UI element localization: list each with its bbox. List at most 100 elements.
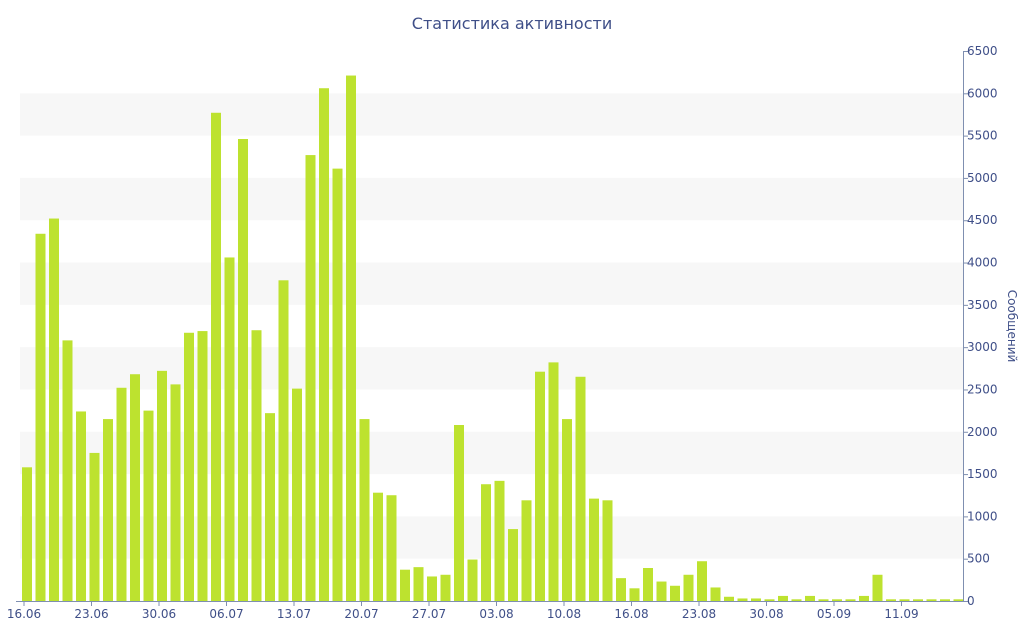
- y-tick-label: 6000: [967, 86, 998, 100]
- bar: [332, 168, 343, 601]
- bar: [130, 374, 140, 601]
- bar: [481, 484, 491, 601]
- grid-band: [20, 347, 963, 390]
- x-tick-label: 30.08: [749, 607, 783, 621]
- bar: [778, 595, 788, 601]
- grid-band: [20, 262, 963, 305]
- bar: [143, 410, 154, 601]
- x-tick-label: 30.06: [142, 607, 176, 621]
- bar: [751, 598, 761, 601]
- bar: [76, 411, 86, 601]
- bar: [170, 384, 181, 601]
- bar: [103, 419, 113, 601]
- bar: [562, 419, 572, 601]
- bar: [49, 218, 59, 602]
- bar: [89, 452, 100, 601]
- y-axis-title: Сообщений: [1005, 290, 1019, 363]
- bar: [697, 561, 707, 601]
- bar: [710, 587, 721, 601]
- chart-title: Статистика активности: [411, 14, 613, 33]
- bar: [22, 467, 32, 601]
- x-axis-ticks: 16.06 23.06 30.06 06.07 13.07 20.07 27.07 03.08…: [7, 601, 919, 621]
- bar: [926, 599, 937, 601]
- bar-series: [22, 75, 964, 602]
- bar: [953, 599, 964, 601]
- bar: [940, 599, 950, 601]
- bar: [440, 574, 451, 601]
- x-tick-label: 27.07: [412, 607, 446, 621]
- bar: [602, 500, 613, 601]
- bar: [643, 568, 653, 601]
- bar: [845, 599, 856, 601]
- bar: [278, 280, 289, 601]
- y-tick-label: 2500: [967, 382, 998, 396]
- bar: [670, 585, 680, 601]
- bar: [373, 492, 383, 601]
- bar: [265, 413, 275, 601]
- x-tick-label: 20.07: [344, 607, 378, 621]
- bar: [427, 576, 437, 601]
- x-tick-label: 06.07: [209, 607, 243, 621]
- bar: [305, 155, 316, 601]
- x-tick-label: 16.06: [7, 607, 41, 621]
- x-tick-label: 11.09: [884, 607, 918, 621]
- bar: [886, 599, 896, 601]
- bar: [521, 500, 532, 601]
- bar: [913, 599, 923, 601]
- bar: [400, 569, 410, 601]
- bar: [535, 371, 545, 601]
- x-tick-label: 23.06: [74, 607, 108, 621]
- bar: [508, 529, 518, 601]
- bar: [238, 139, 248, 601]
- bar: [737, 598, 748, 601]
- y-tick-label: 1500: [967, 467, 998, 481]
- bar: [197, 331, 208, 601]
- y-tick-label: 6500: [967, 44, 998, 58]
- bar: [454, 425, 464, 601]
- bar: [656, 581, 667, 601]
- bar: [116, 387, 127, 601]
- bar: [575, 376, 586, 601]
- y-tick-label: 5500: [967, 129, 998, 143]
- bar: [724, 596, 734, 601]
- y-axis-ticks: 0 500 1000 1500 2000 2500 3000 3500 4000 4500 5000…: [963, 44, 998, 608]
- bar: [494, 480, 505, 601]
- bar: [251, 330, 262, 601]
- bar: [589, 498, 599, 601]
- bar: [899, 599, 910, 601]
- bar: [859, 595, 869, 601]
- bar: [211, 112, 221, 602]
- bar: [35, 233, 46, 601]
- bar: [184, 332, 194, 601]
- bar: [791, 599, 802, 601]
- bar: [346, 75, 356, 602]
- grid-band: [20, 93, 963, 136]
- bar: [832, 599, 842, 601]
- x-tick-label: 23.08: [682, 607, 716, 621]
- x-tick-label: 05.09: [817, 607, 851, 621]
- bar: [467, 559, 478, 601]
- y-tick-label: 3500: [967, 298, 998, 312]
- bar: [805, 595, 815, 601]
- bar: [224, 257, 235, 601]
- bar: [319, 88, 329, 602]
- y-tick-label: 4500: [967, 213, 998, 227]
- y-tick-label: 500: [967, 552, 990, 566]
- bar: [764, 599, 775, 601]
- grid-band: [20, 177, 963, 221]
- y-tick-label: 5000: [967, 171, 998, 185]
- bar: [616, 578, 626, 601]
- bar: [157, 370, 167, 601]
- bar: [629, 588, 640, 601]
- bar: [386, 495, 397, 601]
- bar: [818, 599, 829, 601]
- x-tick-label: 13.07: [277, 607, 311, 621]
- bar: [872, 574, 883, 601]
- bar: [292, 388, 302, 601]
- x-tick-label: 10.08: [547, 607, 581, 621]
- y-tick-label: 4000: [967, 256, 998, 270]
- y-tick-label: 3000: [967, 340, 998, 354]
- x-tick-label: 03.08: [479, 607, 513, 621]
- bar: [413, 567, 424, 601]
